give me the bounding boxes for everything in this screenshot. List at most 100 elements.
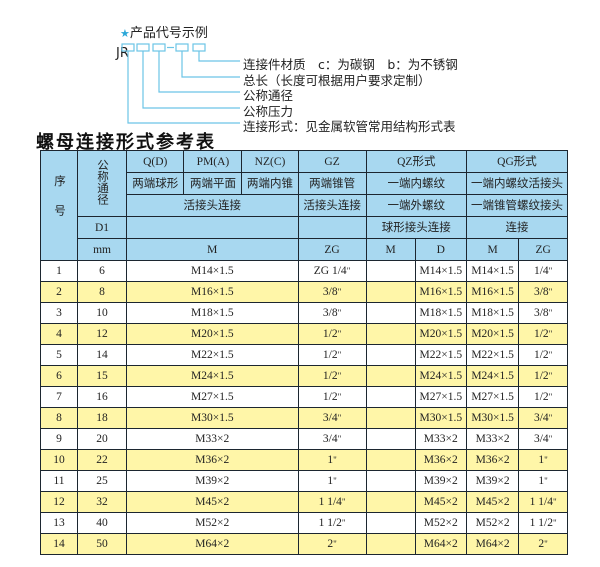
pipe-thread-size: 1/2 bbox=[322, 370, 338, 382]
inch-mark: " bbox=[337, 350, 342, 360]
pipe-thread-size: 3/4 bbox=[533, 412, 549, 424]
inch-mark: " bbox=[548, 434, 553, 444]
table-row: 14 50 M64×2 2" M64×2 M64×2 2" bbox=[39, 533, 568, 555]
cell-no: 9 bbox=[39, 428, 79, 450]
header-qz3: 一端外螺纹 bbox=[365, 194, 467, 217]
cell-qzm bbox=[365, 407, 416, 429]
cell-qzm bbox=[365, 470, 416, 492]
cell-qzm bbox=[365, 533, 416, 555]
inch-mark: " bbox=[548, 371, 553, 381]
pipe-thread-size: 1/2 bbox=[533, 370, 549, 382]
header-qg-m: M bbox=[465, 238, 520, 261]
cell-dn: 32 bbox=[77, 491, 128, 513]
cell-dn: 14 bbox=[77, 344, 128, 366]
pipe-thread-size: 1 bbox=[327, 475, 334, 487]
cell-gz: 1/2" bbox=[297, 323, 367, 345]
header-qg2: 一端内螺纹活接头 bbox=[465, 172, 569, 195]
pipe-thread-size: 3/4 bbox=[322, 433, 338, 445]
header-seq: 序号 bbox=[39, 150, 79, 261]
inch-mark: " bbox=[544, 539, 548, 549]
table-row: 8 18 M30×1.5 3/4" M30×1.5 M30×1.5 3/4" bbox=[39, 407, 568, 429]
label-pressure: 公称压力 bbox=[243, 104, 294, 119]
pipe-thread-size: 3/8 bbox=[533, 286, 549, 298]
cell-dn: 22 bbox=[77, 449, 128, 471]
cell-qgzg: 1 1/2" bbox=[518, 512, 568, 534]
cell-dn: 50 bbox=[77, 533, 128, 555]
inch-mark: " bbox=[333, 455, 337, 465]
header-qg4: 连接 bbox=[465, 216, 569, 239]
cell-qgm: M16×1.5 bbox=[465, 281, 520, 303]
table-row: 13 40 M52×2 1 1/2" M52×2 M52×2 1 1/2" bbox=[39, 512, 568, 534]
inch-mark: " bbox=[544, 476, 548, 486]
cell-qgzg: 3/4" bbox=[518, 407, 568, 429]
table-row: 7 16 M27×1.5 1/2" M27×1.5 M27×1.5 1/2" bbox=[39, 386, 568, 408]
cell-qzm bbox=[365, 323, 416, 345]
header-qz4: 球形接头连接 bbox=[365, 216, 467, 239]
cell-qzd: M33×2 bbox=[414, 428, 467, 450]
code-example-title-text: 产品代号示例 bbox=[129, 26, 208, 41]
cell-m: M52×2 bbox=[126, 512, 299, 534]
cell-no: 6 bbox=[39, 365, 79, 387]
cell-qgm: M64×2 bbox=[465, 533, 520, 555]
header-zg: ZG bbox=[297, 238, 367, 261]
inch-mark: " bbox=[333, 476, 337, 486]
cell-qzm bbox=[365, 512, 416, 534]
cell-m: M45×2 bbox=[126, 491, 299, 513]
cell-qzm bbox=[365, 365, 416, 387]
cell-gz: 3/8" bbox=[297, 281, 367, 303]
header-dn: 公称通径 bbox=[77, 150, 128, 217]
cell-m: M33×2 bbox=[126, 428, 299, 450]
cell-qgm: M33×2 bbox=[465, 428, 520, 450]
inch-mark: " bbox=[548, 392, 553, 402]
cell-gz: 1/2" bbox=[297, 365, 367, 387]
table-row: 2 8 M16×1.5 3/8" M16×1.5 M16×1.5 3/8" bbox=[39, 281, 568, 303]
pipe-thread-size: 2 bbox=[538, 538, 545, 550]
cell-dn: 40 bbox=[77, 512, 128, 534]
cell-qgm: M22×1.5 bbox=[465, 344, 520, 366]
header-qd2: 两端球形 bbox=[126, 172, 185, 195]
cell-qgm: M52×2 bbox=[465, 512, 520, 534]
cell-qzm bbox=[365, 449, 416, 471]
header-gz3: 活接头连接 bbox=[297, 194, 367, 217]
header-m3: 活接头连接 bbox=[126, 194, 299, 217]
header-mm: mm bbox=[77, 238, 128, 261]
inch-mark: " bbox=[337, 371, 342, 381]
table-row: 10 22 M36×2 1" M36×2 M36×2 1" bbox=[39, 449, 568, 471]
cell-qgzg: 1" bbox=[518, 449, 568, 471]
pipe-thread-size: 1/2 bbox=[533, 391, 549, 403]
header-m: M bbox=[126, 238, 299, 261]
cell-qzd: M18×1.5 bbox=[414, 302, 467, 324]
inch-mark: " bbox=[337, 308, 342, 318]
cell-qzm bbox=[365, 281, 416, 303]
header-nzc: NZ(C) bbox=[241, 150, 299, 173]
cell-qgzg: 3/8" bbox=[518, 302, 568, 324]
inch-mark: " bbox=[548, 329, 553, 339]
pipe-thread-size: 1 bbox=[327, 454, 334, 466]
label-connection: 连接形式：见金属软管常用结构形式表 bbox=[243, 119, 456, 134]
inch-mark: " bbox=[341, 497, 346, 507]
table-row: 12 32 M45×2 1 1/4" M45×2 M45×2 1 1/4" bbox=[39, 491, 568, 513]
cell-qzd: M16×1.5 bbox=[414, 281, 467, 303]
cell-qgm: M45×2 bbox=[465, 491, 520, 513]
inch-mark: " bbox=[337, 434, 342, 444]
inch-mark: " bbox=[548, 413, 553, 423]
header-qz2: 一端内螺纹 bbox=[365, 172, 467, 195]
code-example-title: ★产品代号示例 bbox=[120, 22, 208, 41]
header-qz-d: D bbox=[414, 238, 467, 261]
cell-qgm: M20×1.5 bbox=[465, 323, 520, 345]
cell-qgzg: 1/2" bbox=[518, 323, 568, 345]
cell-gz: 1/2" bbox=[297, 344, 367, 366]
cell-qgzg: 3/4" bbox=[518, 428, 568, 450]
inch-mark: " bbox=[552, 497, 557, 507]
cell-no: 12 bbox=[39, 491, 79, 513]
cell-qzd: M36×2 bbox=[414, 449, 467, 471]
header-empty bbox=[126, 216, 299, 239]
cell-qzd: M14×1.5 bbox=[414, 260, 467, 282]
cell-dn: 18 bbox=[77, 407, 128, 429]
cell-gz: 2" bbox=[297, 533, 367, 555]
cell-qgzg: 1/2" bbox=[518, 365, 568, 387]
cell-m: M64×2 bbox=[126, 533, 299, 555]
inch-mark: " bbox=[548, 266, 553, 276]
pipe-thread-size: 3/8 bbox=[322, 307, 338, 319]
cell-qgzg: 1 1/4" bbox=[518, 491, 568, 513]
